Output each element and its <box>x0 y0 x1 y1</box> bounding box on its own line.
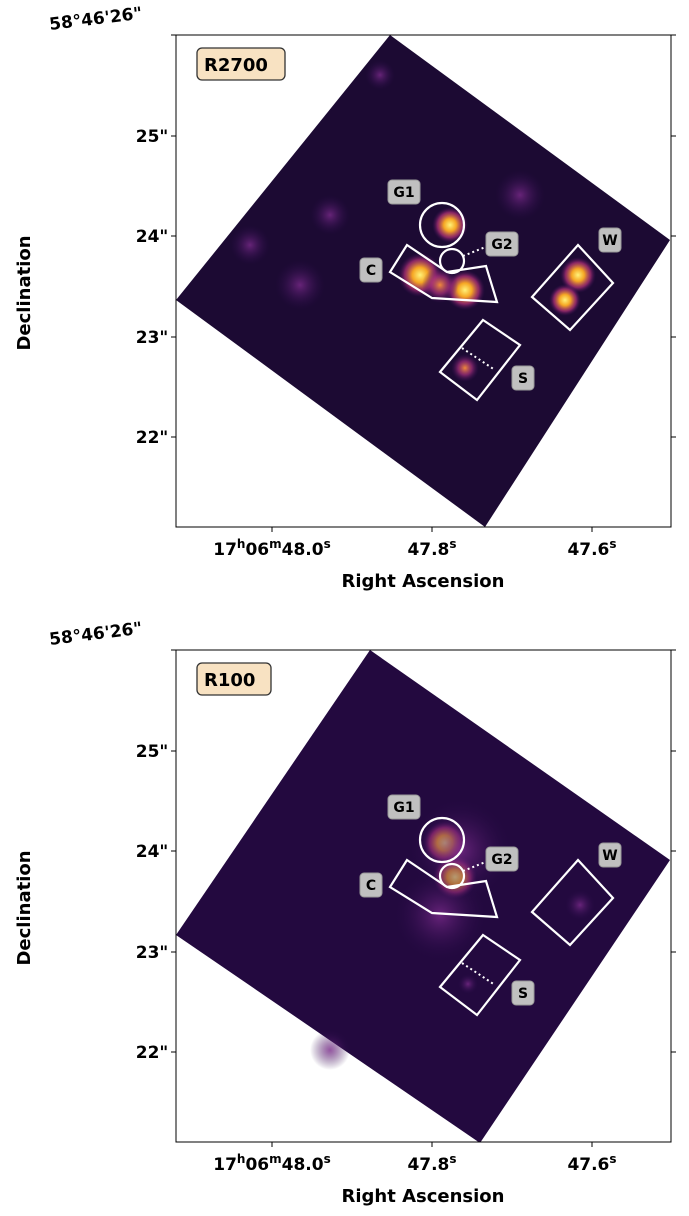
x-axis-label: Right Ascension <box>341 571 504 592</box>
x-axis-label: Right Ascension <box>341 1186 504 1207</box>
axes-frame <box>175 34 672 528</box>
x-tick-label-part: 48.0 <box>282 540 324 560</box>
emission <box>458 974 478 994</box>
y-tick-label: 58°46'26" <box>48 4 143 35</box>
panel-label-box <box>196 662 272 696</box>
y-tick-label: 22" <box>136 1043 169 1063</box>
region <box>438 318 522 402</box>
emission <box>432 207 468 243</box>
y-axis-label: Declination <box>14 850 35 965</box>
region <box>438 247 466 275</box>
y-tick-label: 23" <box>136 943 169 963</box>
emission <box>275 260 325 310</box>
region-label-box <box>598 227 622 253</box>
region-label-box <box>359 257 383 283</box>
panel-label: R2700 <box>204 55 268 76</box>
emission <box>451 354 479 382</box>
x-tick-label-part: 47.6 <box>567 1155 609 1175</box>
region-label: G1 <box>393 185 414 201</box>
region-label-box <box>485 231 519 257</box>
x-tick-label-part: 47.8 <box>407 1155 449 1175</box>
image <box>176 650 670 1142</box>
y-tick-label: 23" <box>136 328 169 348</box>
x-tick-label: 17h06m48.0s <box>213 537 331 560</box>
x-tick-label-part: 17 <box>213 1155 237 1175</box>
connector <box>461 347 496 371</box>
emission <box>560 257 596 293</box>
x-tick-label-part: h <box>237 537 246 551</box>
emission <box>365 60 395 90</box>
y-tick-label: 24" <box>136 227 169 247</box>
emission <box>310 195 350 235</box>
region-label-box <box>485 846 519 872</box>
emission <box>549 284 581 316</box>
region-label-box <box>359 872 383 898</box>
region-label: G1 <box>393 800 414 816</box>
x-tick-label: 47.6s <box>567 1152 616 1175</box>
x-tick-label-part: 17 <box>213 540 237 560</box>
emission <box>495 170 545 220</box>
region <box>418 201 466 249</box>
x-tick-label-part: 48.0 <box>282 1155 324 1175</box>
region-label-box <box>387 179 421 205</box>
axes-frame <box>175 649 672 1143</box>
x-tick-label-part: s <box>609 1152 616 1166</box>
region-label-box <box>511 365 535 391</box>
region-label-box <box>598 842 622 868</box>
region <box>388 858 499 919</box>
y-tick-label: 24" <box>136 842 169 862</box>
x-tick-label: 17h06m48.0s <box>213 1152 331 1175</box>
y-tick-label: 25" <box>136 742 169 762</box>
x-tick-label-part: s <box>449 1152 456 1166</box>
x-tick-label-part: m <box>269 1152 282 1166</box>
region-label: C <box>366 263 376 279</box>
y-tick-label: 25" <box>136 127 169 147</box>
region-label: W <box>602 848 617 864</box>
region-label: C <box>366 878 376 894</box>
x-tick-label-part: s <box>324 1152 331 1166</box>
x-tick-label-part: 06 <box>245 540 269 560</box>
connector <box>461 962 496 986</box>
y-tick-label: 58°46'26" <box>48 619 143 650</box>
emission <box>310 1030 350 1070</box>
image <box>176 35 670 527</box>
x-tick-label: 47.6s <box>567 537 616 560</box>
x-tick-label-part: 47.8 <box>407 540 449 560</box>
emission <box>410 800 510 900</box>
region-label-box <box>511 980 535 1006</box>
x-tick-label-part: 47.6 <box>567 540 609 560</box>
x-tick-label-part: m <box>269 537 282 551</box>
emission <box>230 225 270 265</box>
region-label: G2 <box>491 237 512 253</box>
x-tick-label-part: s <box>449 537 456 551</box>
panel: G1G2CWSR270058°46'26"25"24"23"22"17h06m4… <box>14 4 676 592</box>
emission <box>565 890 595 920</box>
x-tick-label: 47.8s <box>407 537 456 560</box>
region-label: S <box>518 986 528 1002</box>
x-tick-label: 47.8s <box>407 1152 456 1175</box>
region <box>438 862 466 890</box>
region <box>530 243 615 332</box>
region-label-box <box>387 794 421 820</box>
y-tick-label: 22" <box>136 428 169 448</box>
region <box>438 933 522 1017</box>
panel-label-box <box>196 47 286 81</box>
region-label: G2 <box>491 852 512 868</box>
emission <box>422 267 458 303</box>
panel-label: R100 <box>204 670 255 691</box>
y-axis-label: Declination <box>14 235 35 350</box>
region <box>418 816 466 864</box>
x-tick-label-part: s <box>324 537 331 551</box>
x-tick-label-part: 06 <box>245 1155 269 1175</box>
x-tick-label-part: s <box>609 537 616 551</box>
region-label: S <box>518 371 528 387</box>
x-tick-label-part: h <box>237 1152 246 1166</box>
panel: G1 G2 C W S R100 58°46'26" 25" 24" 23" 22" 17h06m48… <box>14 619 676 1207</box>
region-label: W <box>602 233 617 249</box>
region <box>388 243 499 304</box>
region <box>530 858 615 947</box>
